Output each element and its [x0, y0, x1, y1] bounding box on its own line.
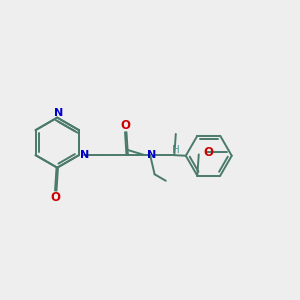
Text: N: N: [53, 108, 63, 118]
Text: N: N: [147, 150, 156, 160]
Text: H: H: [172, 145, 180, 155]
Text: O: O: [50, 190, 60, 204]
Text: O: O: [120, 119, 130, 132]
Text: O: O: [203, 146, 213, 159]
Text: N: N: [80, 150, 89, 160]
